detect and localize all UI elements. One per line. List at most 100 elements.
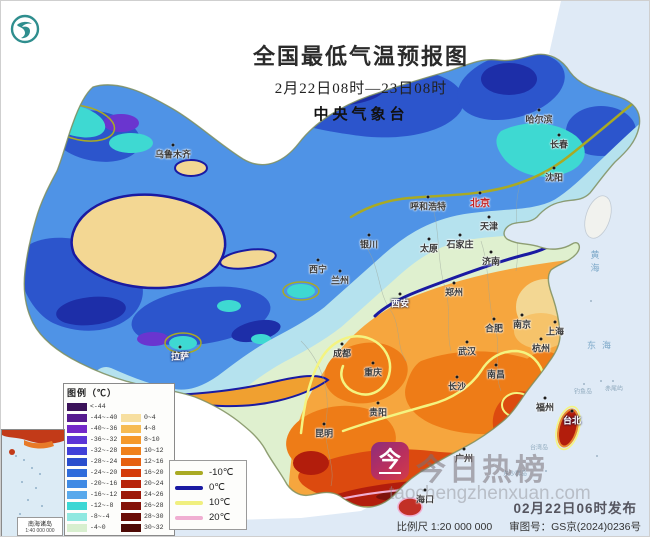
- cma-logo-icon: [10, 14, 40, 44]
- legend-cold-row: -16~-12: [67, 489, 119, 500]
- legend-warm-swatch: [121, 479, 141, 488]
- inset-scale: 1:40 000 000: [25, 528, 55, 534]
- legend-warm-swatch: [121, 501, 141, 510]
- legend-warm-swatch: [121, 512, 141, 521]
- contour-line-legend: -10℃ 0℃ 10℃ 20℃: [169, 460, 247, 530]
- region-darkred-west: [293, 451, 329, 475]
- city-dot: [322, 422, 326, 426]
- contour-legend-row: 0℃: [175, 480, 241, 495]
- city-dot: [338, 269, 342, 273]
- legend-cold-swatch: [67, 435, 87, 444]
- watermark-domain: taochengzhenxuan.com: [389, 483, 591, 504]
- legend-warm-row: 28~30: [121, 511, 173, 522]
- contour-10c-basin: [299, 335, 392, 435]
- legend-cold-label: -24~-20: [90, 469, 118, 476]
- legend-warm-label: 24~26: [144, 491, 164, 498]
- city-dot: [557, 133, 561, 137]
- city-dot: [427, 237, 431, 241]
- region-navy-tibet: [56, 296, 126, 326]
- region-navy-ne: [481, 63, 537, 95]
- legend-warm-label: 12~16: [144, 458, 164, 465]
- watermark-logo-icon: 今: [371, 442, 409, 480]
- hainan-island: [397, 497, 423, 517]
- city-dot: [340, 342, 344, 346]
- legend-warm-label: 28~30: [144, 513, 164, 520]
- publish-time: 02月22日06时发布: [513, 501, 637, 516]
- legend-warm-swatch: [121, 468, 141, 477]
- legend-cold-row: -44~-40: [67, 412, 119, 423]
- sea-label: 赤尾屿: [604, 386, 624, 393]
- city-label: 南昌: [486, 369, 506, 380]
- legend-cold-label: -16~-12: [90, 491, 118, 498]
- city-label: 石家庄: [446, 239, 474, 250]
- legend-cold-row: -20~-16: [67, 478, 119, 489]
- legend-cold-swatch: [67, 501, 87, 510]
- city-label: 太原: [419, 243, 439, 254]
- legend-cold-row: -32~-28: [67, 445, 119, 456]
- contour-legend-line: [175, 500, 203, 505]
- contour-legend-label: 10℃: [209, 497, 231, 508]
- legend-cold-swatch: [67, 468, 87, 477]
- map-meta: 比例尺 1:20 000 000 审图号：GS京(2024)0236号: [382, 519, 641, 534]
- city-label: 南京: [512, 319, 532, 330]
- legend-cold-swatch: [67, 523, 87, 532]
- city-label: 天津: [479, 221, 499, 232]
- legend-cold-swatch: [67, 446, 87, 455]
- city-dot: [492, 317, 496, 321]
- legend-cold-swatch: [67, 457, 87, 466]
- contour-minus10c-qinghai: [282, 281, 320, 301]
- legend-cold-label: -32~-28: [90, 447, 118, 454]
- legend-warm-row: 8~10: [121, 434, 173, 445]
- region-violet-tibet: [137, 332, 169, 346]
- city-dot: [455, 375, 459, 379]
- city-dot: [465, 340, 469, 344]
- city-label: 广州: [454, 453, 474, 464]
- city-label: 西宁: [308, 264, 328, 275]
- legend-cold-row: -36~-32: [67, 434, 119, 445]
- city-dot: [452, 281, 456, 285]
- legend-warm-swatch: [121, 413, 141, 422]
- legend-warm-swatch: [121, 523, 141, 532]
- legend-cold-label: -4~0: [90, 524, 106, 531]
- region-violet-xj: [103, 114, 139, 132]
- legend-warm-swatch: [121, 424, 141, 433]
- city-label: 重庆: [363, 367, 383, 378]
- small-islands: [545, 300, 614, 472]
- legend-cold-swatch: [67, 479, 87, 488]
- legend-warm-label: 30~32: [144, 524, 164, 531]
- legend-cold-swatch: [67, 424, 87, 433]
- inset-label-box: 南海诸岛 1:40 000 000: [17, 517, 63, 536]
- temperature-legend: 图例（℃） <-44 -44~-40 -40~-36 -36~-32 -32~-28 -2…: [63, 383, 175, 536]
- legend-warm-swatch: [121, 490, 141, 499]
- legend-warm-label: 26~28: [144, 502, 164, 509]
- contour-legend-label: -10℃: [209, 467, 234, 478]
- contour-legend-line: [175, 515, 203, 520]
- legend-cold-row: -24~-20: [67, 467, 119, 478]
- legend-cold-label: -20~-16: [90, 480, 118, 487]
- city-dot: [398, 292, 402, 296]
- sea-label: 钓鱼岛: [573, 389, 593, 396]
- city-label: 福州: [535, 402, 555, 413]
- legend-cold-row: -8~-4: [67, 511, 119, 522]
- region-cyan-lhasa: [169, 336, 197, 350]
- city-dot: [487, 215, 491, 219]
- city-label: 拉萨: [170, 351, 190, 362]
- contour-legend-line: [175, 470, 203, 475]
- contour-10c-taiwan: [555, 405, 581, 451]
- contour-legend-label: 20℃: [209, 512, 231, 523]
- watermark-brand: 今日热榜: [416, 454, 548, 487]
- city-label: 乌鲁木齐: [154, 149, 192, 160]
- page-title: 全国最低气温预报图: [252, 44, 469, 69]
- city-label: 台北: [562, 415, 582, 426]
- legend-cold-swatch: [67, 402, 87, 411]
- legend-warm-row: 12~16: [121, 456, 173, 467]
- city-label: 郑州: [444, 287, 464, 298]
- region-tarim-warm: [70, 193, 227, 290]
- watermark-logo-char: 今: [378, 447, 401, 475]
- legend-warm-row: 26~28: [121, 500, 173, 511]
- city-dot: [552, 166, 556, 170]
- city-label: 济南: [481, 256, 501, 267]
- city-dot: [537, 108, 541, 112]
